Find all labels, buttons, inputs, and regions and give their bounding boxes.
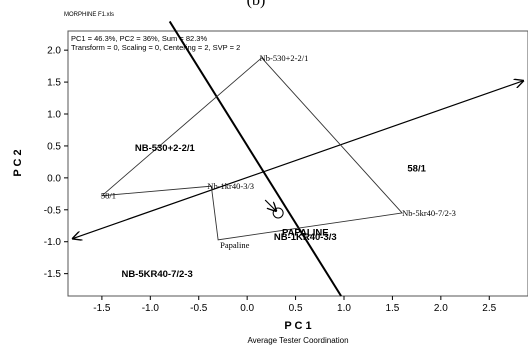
y-tick-label: -0.5	[44, 205, 62, 216]
x-axis-label: P C 1	[284, 320, 311, 332]
tester-labels: Nb-530+2-2/1 58/1 Nb-1kr40-3/3 Nb-5kr40-7/2…	[101, 53, 456, 250]
x-tick-label: 0.5	[289, 303, 303, 314]
entry-label: NB-1KR40-3/3	[274, 232, 337, 243]
tester-label: Nb-1kr40-3/3	[207, 181, 254, 191]
entry-label: NB-530+2-2/1	[135, 143, 196, 154]
tester-label: Nb-5kr40-7/2-3	[402, 208, 456, 218]
x-tick-label: 1.0	[337, 303, 351, 314]
perpendicular-axis-line	[168, 20, 342, 297]
chart-title: Average Tester Coordination	[247, 336, 348, 345]
tester-label: Papaline	[220, 240, 249, 250]
x-tick-label: 0.0	[240, 303, 254, 314]
entry-label: NB-5KR40-7/2-3	[121, 269, 192, 280]
info-line-2: Transform = 0, Scaling = 0, Centering = …	[71, 43, 240, 52]
y-tick-label: 1.0	[47, 110, 61, 121]
tester-label: 58/1	[101, 191, 116, 201]
y-tick-label: 2.0	[47, 46, 61, 57]
file-label: MORPHINE F1.xls	[64, 12, 114, 18]
y-tick-label: -1.0	[44, 237, 62, 248]
y-tick-label: 0.5	[47, 141, 61, 152]
x-tick-label: -1.0	[142, 303, 160, 314]
info-line-1: PC1 = 46.3%, PC2 = 36%, Sum = 82.3%	[71, 34, 207, 43]
entry-label: PAPALINE	[282, 227, 329, 238]
y-axis-label: P C 2	[12, 149, 24, 176]
x-tick-label: 2.5	[482, 303, 496, 314]
plot-frame	[67, 30, 528, 297]
x-axis-ticks: -1.5 -1.0 -0.5 0.0 0.5 1.0 1.5 2.0 2.5	[93, 296, 497, 314]
panel-letter: (b)	[247, 0, 266, 9]
average-point-circle	[272, 207, 284, 219]
entry-label: 58/1	[407, 163, 426, 174]
x-tick-label: 2.0	[434, 303, 448, 314]
tester-polygon	[100, 57, 404, 241]
tester-label: Nb-530+2-2/1	[260, 53, 309, 63]
y-axis-ticks: 2.0 1.5 1.0 0.5 0.0 -0.5 -1.0 -1.5	[44, 46, 68, 280]
x-tick-label: -0.5	[190, 303, 208, 314]
ate-axis-arrow	[73, 81, 523, 239]
x-tick-label: -1.5	[93, 303, 111, 314]
y-tick-label: 1.5	[47, 78, 61, 89]
x-tick-label: 1.5	[385, 303, 399, 314]
y-tick-label: 0.0	[47, 173, 61, 184]
y-tick-label: -1.5	[44, 269, 62, 280]
